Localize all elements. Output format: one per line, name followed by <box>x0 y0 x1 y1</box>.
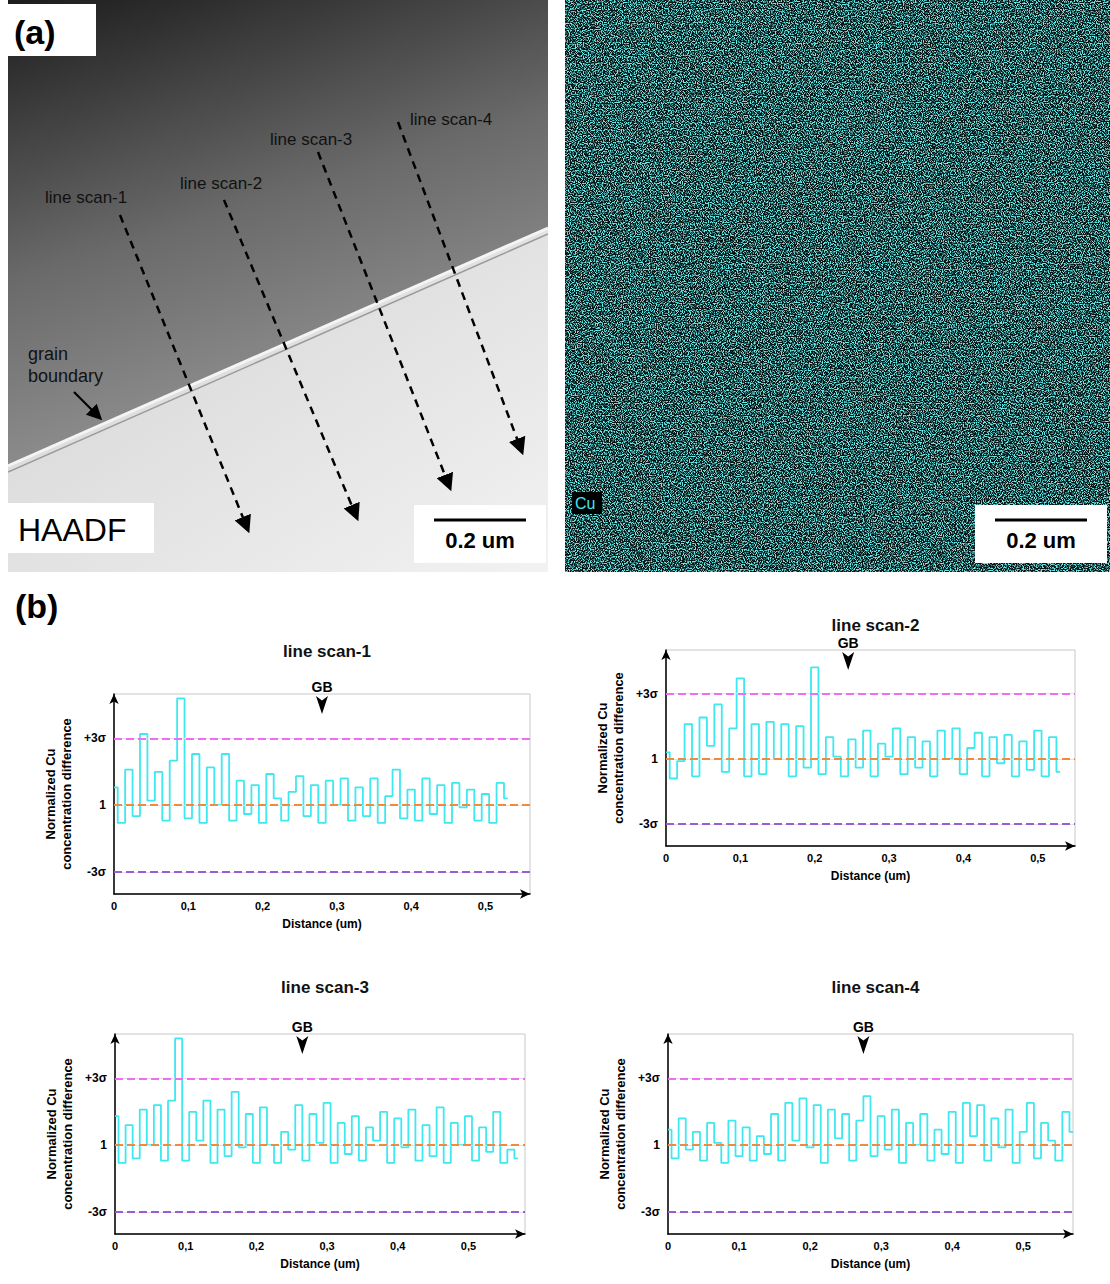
svg-text:0,1: 0,1 <box>733 852 748 864</box>
svg-text:Distance (um): Distance (um) <box>280 1257 359 1271</box>
svg-text:line scan-3: line scan-3 <box>281 978 369 997</box>
svg-text:0,2: 0,2 <box>255 900 270 912</box>
svg-text:1: 1 <box>99 798 106 812</box>
svg-text:Distance (um): Distance (um) <box>831 1257 910 1271</box>
svg-text:-3σ: -3σ <box>639 817 658 831</box>
svg-text:0,1: 0,1 <box>181 900 196 912</box>
svg-text:0: 0 <box>112 1240 118 1252</box>
svg-text:grainboundary: grainboundary <box>28 344 103 386</box>
svg-text:line scan-4: line scan-4 <box>410 110 492 129</box>
svg-text:0,4: 0,4 <box>956 852 972 864</box>
svg-text:Cu: Cu <box>575 495 595 512</box>
svg-text:concentration difference: concentration difference <box>611 672 626 824</box>
svg-text:-3σ: -3σ <box>641 1205 660 1219</box>
svg-text:Normalized Cu: Normalized Cu <box>595 702 610 793</box>
svg-text:GB: GB <box>853 1019 874 1035</box>
svg-text:(a): (a) <box>14 13 56 51</box>
svg-text:0,3: 0,3 <box>874 1240 889 1252</box>
svg-text:+3σ: +3σ <box>84 731 106 745</box>
svg-text:0: 0 <box>665 1240 671 1252</box>
svg-text:0,5: 0,5 <box>1016 1240 1031 1252</box>
svg-text:0,5: 0,5 <box>1030 852 1045 864</box>
svg-text:-3σ: -3σ <box>88 1205 107 1219</box>
svg-text:1: 1 <box>651 752 658 766</box>
svg-text:line scan-4: line scan-4 <box>832 978 920 997</box>
svg-text:0,1: 0,1 <box>731 1240 746 1252</box>
svg-text:0,2: 0,2 <box>807 852 822 864</box>
svg-text:Normalized Cu: Normalized Cu <box>43 748 58 839</box>
svg-text:HAADF: HAADF <box>18 512 126 548</box>
svg-text:line scan-3: line scan-3 <box>270 130 352 149</box>
svg-text:line scan-1: line scan-1 <box>283 642 371 661</box>
svg-text:Distance (um): Distance (um) <box>831 869 910 883</box>
svg-text:0.2 um: 0.2 um <box>1006 528 1076 553</box>
svg-text:0,4: 0,4 <box>403 900 419 912</box>
svg-text:Distance (um): Distance (um) <box>282 917 361 931</box>
svg-text:0: 0 <box>111 900 117 912</box>
svg-text:-3σ: -3σ <box>87 865 106 879</box>
svg-text:line scan-1: line scan-1 <box>45 188 127 207</box>
svg-text:0,4: 0,4 <box>945 1240 961 1252</box>
svg-text:+3σ: +3σ <box>85 1071 107 1085</box>
svg-text:concentration difference: concentration difference <box>59 718 74 870</box>
svg-text:0: 0 <box>663 852 669 864</box>
svg-text:GB: GB <box>312 679 333 695</box>
svg-text:0,4: 0,4 <box>390 1240 406 1252</box>
svg-text:line scan-2: line scan-2 <box>180 174 262 193</box>
svg-text:Normalized Cu: Normalized Cu <box>44 1088 59 1179</box>
svg-text:+3σ: +3σ <box>636 687 658 701</box>
svg-text:1: 1 <box>100 1138 107 1152</box>
svg-text:0,3: 0,3 <box>881 852 896 864</box>
svg-text:0,3: 0,3 <box>329 900 344 912</box>
svg-text:line scan-2: line scan-2 <box>832 616 920 635</box>
svg-text:concentration difference: concentration difference <box>60 1058 75 1210</box>
svg-text:0,2: 0,2 <box>249 1240 264 1252</box>
svg-text:0,2: 0,2 <box>802 1240 817 1252</box>
svg-text:GB: GB <box>292 1019 313 1035</box>
svg-text:Normalized Cu: Normalized Cu <box>597 1088 612 1179</box>
svg-text:0,5: 0,5 <box>478 900 493 912</box>
svg-text:GB: GB <box>838 635 859 651</box>
svg-text:+3σ: +3σ <box>638 1071 660 1085</box>
svg-text:0,1: 0,1 <box>178 1240 193 1252</box>
svg-text:(b): (b) <box>15 587 58 625</box>
svg-text:0,5: 0,5 <box>461 1240 476 1252</box>
svg-text:concentration difference: concentration difference <box>613 1058 628 1210</box>
svg-text:1: 1 <box>653 1138 660 1152</box>
svg-text:0.2 um: 0.2 um <box>445 528 515 553</box>
svg-text:0,3: 0,3 <box>319 1240 334 1252</box>
